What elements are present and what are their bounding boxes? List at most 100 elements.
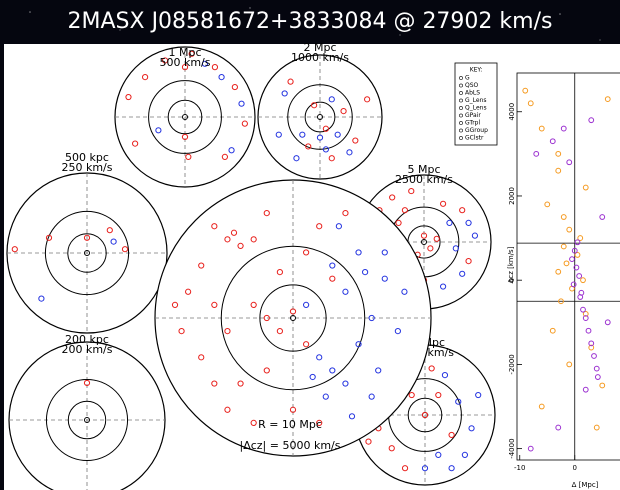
- side-point: [569, 256, 575, 263]
- side-point: [582, 386, 589, 393]
- side-xlabel: Δ [Mpc]: [572, 481, 599, 489]
- side-point: [533, 150, 540, 157]
- panel-ring: [45, 378, 129, 462]
- galaxy-point: [238, 100, 245, 107]
- panel-ring: [220, 245, 366, 391]
- key-item: QSO: [465, 82, 479, 89]
- panel-scale: 200 kpc: [65, 333, 109, 346]
- galaxy-point: [465, 257, 472, 265]
- galaxy-point: [211, 380, 218, 387]
- galaxy-point: [465, 219, 472, 227]
- galaxy-point: [420, 232, 428, 239]
- side-point: [566, 226, 573, 233]
- galaxy-point: [299, 131, 306, 138]
- panel-scale: 5 Mpc: [407, 163, 440, 176]
- galaxy-point: [263, 314, 270, 322]
- galaxy-point: [178, 328, 185, 335]
- galaxy-point: [461, 451, 468, 458]
- key-item: G_Lens: [465, 97, 487, 104]
- galaxy-point: [83, 234, 91, 241]
- galaxy-point: [121, 246, 129, 253]
- y-tick-label: 0: [508, 278, 516, 282]
- galaxy-point: [237, 242, 244, 249]
- galaxy-point: [329, 367, 336, 374]
- side-point: [538, 125, 545, 132]
- side-point: [588, 117, 595, 124]
- key-item: GTrpl: [465, 120, 480, 127]
- galaxy-point: [185, 153, 192, 160]
- side-point: [593, 365, 600, 372]
- galaxy-point: [435, 451, 442, 458]
- side-point: [566, 361, 573, 368]
- panel-ring: [167, 99, 203, 135]
- panel-ring: [67, 233, 107, 273]
- side-point: [560, 243, 567, 250]
- galaxy-point: [83, 379, 91, 387]
- side-point: [578, 289, 585, 296]
- galaxy-point: [188, 50, 195, 57]
- galaxy-point: [381, 275, 388, 282]
- panel-center: [317, 114, 323, 120]
- galaxy-point: [224, 236, 231, 243]
- key-symbol: [459, 83, 463, 88]
- panel-ring: [287, 84, 353, 150]
- side-point: [580, 277, 586, 284]
- galaxy-point: [250, 419, 257, 426]
- velocity-label: |Δcz| = 5000 km/s: [240, 439, 341, 452]
- side-point: [544, 201, 551, 208]
- galaxy-point: [316, 419, 323, 426]
- key-title: KEY:: [470, 67, 483, 74]
- side-point: [574, 239, 581, 246]
- galaxy-point: [38, 295, 45, 302]
- side-point: [566, 159, 573, 166]
- galaxy-point: [365, 438, 372, 445]
- panel-center: [84, 250, 90, 256]
- panel-ring: [407, 397, 443, 433]
- galaxy-point: [355, 249, 362, 256]
- galaxy-point: [316, 223, 323, 230]
- galaxy-point: [263, 210, 270, 217]
- side-point: [570, 281, 577, 288]
- galaxy-point: [181, 64, 189, 71]
- galaxy-point: [435, 391, 442, 399]
- galaxy-point: [250, 301, 257, 308]
- galaxy-point: [211, 223, 218, 230]
- side-point: [555, 424, 562, 431]
- y-tick-label: -2000: [508, 354, 516, 374]
- galaxy-point: [275, 131, 282, 138]
- side-point: [594, 374, 601, 380]
- galaxy-point: [224, 406, 231, 413]
- galaxy-point: [45, 234, 53, 241]
- key-symbol: [459, 128, 463, 133]
- y-tick-label: 2000: [508, 187, 516, 205]
- panel-velocity: 200 km/s: [61, 343, 112, 356]
- key-item: Q_Lens: [465, 105, 487, 112]
- x-tick-label: -10: [514, 464, 525, 472]
- galaxy-point: [125, 93, 132, 101]
- panel-ring: [44, 210, 130, 296]
- galaxy-point: [181, 133, 189, 141]
- galaxy-point: [161, 57, 169, 64]
- key-item: G: [465, 75, 470, 82]
- galaxy-point: [305, 143, 312, 150]
- galaxy-point: [475, 391, 482, 399]
- galaxy-point: [328, 155, 335, 162]
- galaxy-point: [394, 328, 401, 335]
- side-point: [599, 382, 606, 389]
- galaxy-point: [408, 391, 415, 399]
- panel-center: [182, 114, 188, 120]
- panel-scale: 500 kpc: [65, 151, 109, 164]
- galaxy-point: [433, 235, 440, 242]
- galaxy-point: [355, 341, 362, 348]
- galaxy-point: [328, 96, 335, 103]
- side-point: [558, 298, 564, 305]
- galaxy-point: [342, 380, 349, 387]
- side-point: [571, 247, 578, 254]
- galaxy-point: [388, 445, 395, 452]
- panel-ring: [148, 80, 222, 154]
- galaxy-point: [316, 134, 324, 141]
- galaxy-point: [427, 245, 434, 252]
- galaxy-point: [401, 288, 408, 295]
- galaxy-point: [218, 74, 225, 81]
- side-point: [560, 214, 567, 220]
